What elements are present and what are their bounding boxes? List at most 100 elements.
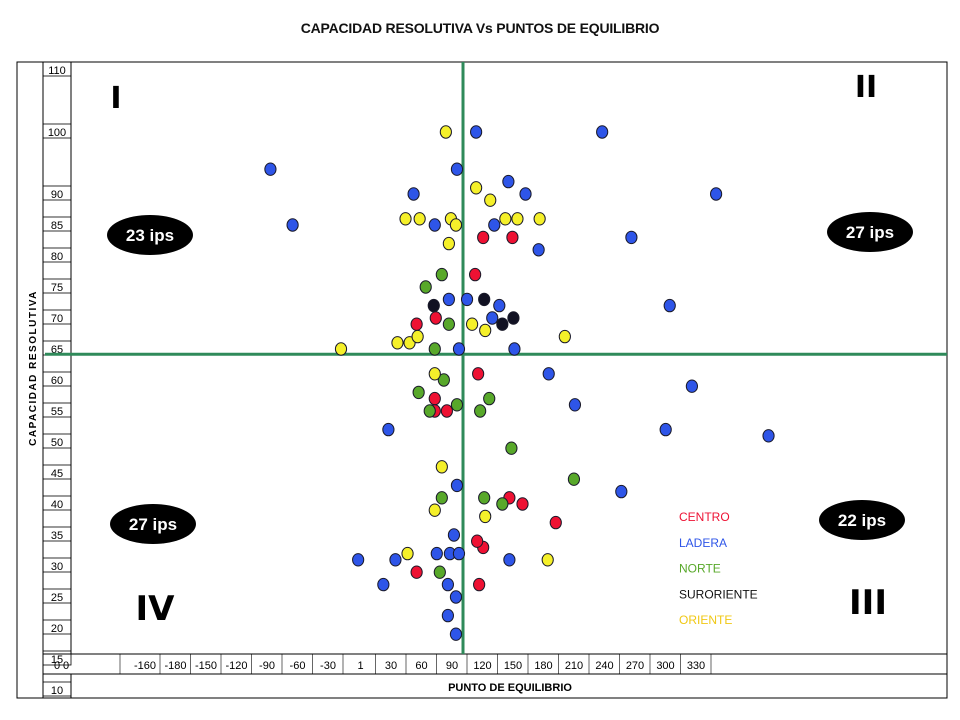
- point-ladera: [502, 174, 515, 189]
- point-ladera: [389, 553, 402, 567]
- point-centro: [506, 230, 519, 245]
- x-tick-label: 1: [357, 660, 363, 672]
- point-ladera: [264, 162, 277, 176]
- point-norte: [496, 497, 509, 511]
- chart-title: CAPACIDAD RESOLUTIVA Vs PUNTOS DE EQUILI…: [300, 20, 660, 36]
- point-centro: [516, 497, 529, 511]
- x-tick-label: 210: [565, 660, 583, 672]
- point-oriente: [413, 212, 426, 226]
- x-tick-label: -90: [259, 660, 275, 672]
- point-ladera: [508, 342, 521, 356]
- legend-item-oriente: ORIENTE: [679, 613, 732, 627]
- point-ladera: [486, 311, 499, 325]
- y-tick-label: 80: [51, 251, 63, 263]
- point-ladera: [377, 577, 390, 592]
- point-oriente: [439, 125, 452, 139]
- badge-text: 27 ips: [129, 515, 177, 534]
- point-centro: [410, 317, 423, 331]
- y-tick-cell: [42, 402, 72, 418]
- y-tick-label: 45: [51, 468, 63, 480]
- x-tick-label: -120: [225, 660, 247, 672]
- y-tick-label: 50: [51, 437, 63, 449]
- x-tick-label: -150: [195, 660, 217, 672]
- y-tick-label: 90: [51, 189, 63, 201]
- y-tick-cell: [42, 278, 72, 294]
- point-centro: [469, 267, 482, 282]
- y-tick-label: 60: [51, 375, 63, 387]
- badge-text: 22 ips: [838, 511, 886, 530]
- point-ladera: [710, 187, 723, 201]
- point-oriente: [411, 329, 424, 344]
- point-ladera: [519, 187, 532, 201]
- legend-item-centro: CENTRO: [679, 510, 730, 524]
- point-centro: [471, 534, 484, 548]
- y-tick-label: 15: [51, 654, 63, 666]
- point-ladera: [442, 292, 455, 307]
- quadrant-label-i: I: [110, 81, 121, 116]
- point-ladera: [488, 218, 501, 232]
- y-tick-cell: [42, 464, 72, 480]
- point-oriente: [435, 460, 448, 474]
- point-oriente: [558, 329, 571, 344]
- legend-item-ladera: LADERA: [679, 536, 727, 550]
- y-tick-label: 30: [51, 561, 63, 573]
- x-tick-label: 180: [534, 660, 552, 672]
- point-oriente: [484, 193, 497, 207]
- point-oriente: [511, 212, 524, 226]
- point-norte: [435, 267, 448, 282]
- point-norte: [435, 491, 448, 505]
- badge-quadrant-i: 23 ips: [107, 215, 193, 255]
- quadrant-label-iv: IV: [136, 589, 176, 629]
- y-tick-cell: [42, 495, 72, 511]
- point-norte: [505, 441, 518, 455]
- point-oriente: [499, 212, 512, 226]
- x-tick-label: -60: [290, 660, 306, 672]
- badge-quadrant-iii: 22 ips: [819, 500, 905, 540]
- y-tick-cell: [42, 61, 72, 77]
- data-points: [264, 125, 775, 641]
- y-tick-label: 25: [51, 592, 63, 604]
- x-tick-label: 330: [687, 660, 705, 672]
- y-tick-cell: [42, 309, 72, 325]
- point-centro: [428, 391, 441, 406]
- point-ladera: [615, 484, 628, 499]
- point-centro: [477, 230, 490, 245]
- point-centro: [549, 515, 562, 530]
- point-oriente: [541, 553, 554, 567]
- y-tick-cell: [42, 526, 72, 542]
- point-ladera: [625, 230, 638, 245]
- y-tick-cell: [42, 247, 72, 263]
- y-tick-cell: [42, 123, 72, 139]
- point-ladera: [493, 298, 506, 313]
- point-norte: [474, 404, 487, 418]
- point-norte: [423, 404, 436, 418]
- y-tick-cell: [42, 433, 72, 449]
- x-tick-label: 240: [595, 660, 613, 672]
- x-tick-label: 300: [656, 660, 674, 672]
- y-tick-label: 70: [51, 313, 63, 325]
- point-oriente: [465, 317, 479, 331]
- quadrant-label-ii: II: [855, 70, 877, 105]
- x-tick-label: 0: [63, 660, 69, 672]
- y-tick-label: 0: [54, 660, 60, 672]
- point-centro: [473, 577, 486, 592]
- badge-quadrant-ii: 27 ips: [827, 212, 913, 252]
- point-centro: [410, 565, 423, 579]
- point-norte: [419, 280, 432, 294]
- x-axis-ticks: 0 -160 -180 -150 -120 -90 -60 -30 1 30 60 90 120 150 1…: [63, 654, 712, 674]
- point-ladera: [685, 379, 699, 393]
- point-oriente: [470, 181, 483, 195]
- point-ladera: [470, 125, 483, 139]
- point-ladera: [447, 528, 461, 542]
- point-suroriente: [478, 292, 491, 307]
- y-tick-label: 35: [51, 530, 63, 542]
- point-ladera: [503, 553, 516, 567]
- y-tick-label: 55: [51, 406, 63, 418]
- x-tick-label: 150: [504, 660, 522, 672]
- point-ladera: [568, 398, 582, 412]
- x-tick-label: 90: [446, 660, 458, 672]
- point-ladera: [441, 608, 454, 623]
- point-norte: [433, 565, 446, 579]
- point-suroriente: [427, 298, 440, 313]
- point-norte: [442, 317, 455, 331]
